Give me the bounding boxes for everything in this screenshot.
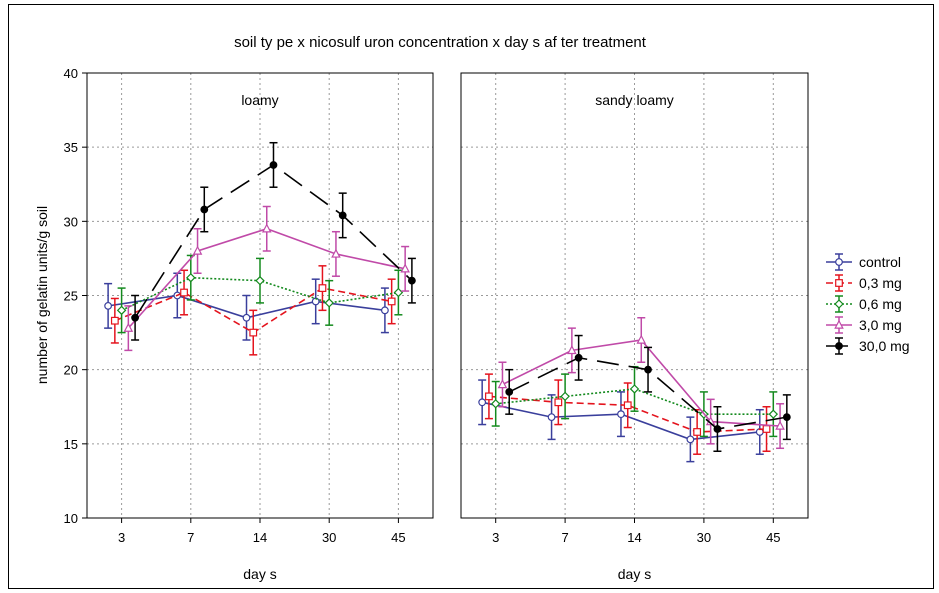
legend-label: 0,6 mg [859,296,902,312]
data-point [505,388,514,396]
x-tick-label: 7 [561,530,568,545]
y-tick-label: 10 [64,511,78,526]
legend-item: 30,0 mg [826,337,910,355]
legend-label: 30,0 mg [859,338,910,354]
data-point [644,365,652,374]
legend-marker [835,342,843,350]
x-tick-label: 14 [253,530,267,545]
y-tick-label: 25 [64,289,78,304]
data-point [782,413,791,422]
data-point [478,398,487,407]
data-point [104,301,113,310]
panel-label: sandy loamy [595,92,674,108]
legend-item: control [826,253,901,271]
y-tick-label: 30 [64,214,78,229]
y-tick-label: 20 [64,363,78,378]
series-4 [505,334,791,452]
series-line [495,388,774,415]
legend-item: 0,3 mg [826,274,902,292]
data-point [574,353,583,362]
legend: control 0,3 mg 0,6 mg 3,0 mg 30,0 mg [826,253,910,355]
data-point [629,384,640,394]
legend-marker [834,319,844,329]
series-0 [478,379,764,463]
series-2 [490,365,779,438]
legend-label: control [859,254,901,270]
data-point [110,316,119,325]
data-point [623,401,632,410]
data-point [713,425,722,433]
data-point [485,392,493,401]
data-point [547,413,556,422]
legend-marker [835,258,843,266]
y-tick-label: 40 [64,66,78,81]
data-point [567,344,577,355]
data-point [338,211,347,220]
legend-item: 0,6 mg [826,295,902,313]
x-axis-label: day s [618,566,651,582]
x-tick-label: 3 [492,530,499,545]
legend-label: 3,0 mg [859,317,902,333]
x-tick-label: 45 [766,530,780,545]
data-point [768,409,779,419]
y-axis-label: number of gelatin units/g soil [34,206,50,384]
data-point [200,205,209,214]
data-point [560,391,570,402]
data-point [331,248,341,258]
x-axis-label: day s [243,566,276,582]
data-point [249,328,258,337]
data-point [381,306,389,315]
data-point [497,379,508,389]
legend-marker [835,279,843,287]
data-point [693,428,702,436]
y-tick-label: 15 [64,437,78,452]
series-4 [131,141,416,341]
series-3 [497,317,785,450]
data-point [387,297,396,306]
data-point [775,420,785,430]
legend-label: 0,3 mg [859,275,902,291]
legend-item: 3,0 mg [826,316,902,334]
data-point [490,399,501,409]
data-point [180,288,188,297]
data-point [686,435,695,444]
panel-label: loamy [241,92,278,108]
data-point [186,272,196,283]
data-point [554,398,563,407]
x-tick-label: 30 [697,530,711,545]
chart-title: soil ty pe x nicosulf uron concentration… [234,34,647,51]
y-tick-label: 35 [64,140,78,155]
x-tick-label: 45 [391,530,405,545]
panel-0: loamy 3 7 14 30 45 day s 10 15 20 25 30 35 40 [64,66,434,582]
series-1 [110,265,396,356]
data-point [762,425,771,433]
data-point [393,287,404,298]
chart-frame [8,4,934,589]
data-point [636,334,647,344]
data-point [123,322,134,332]
data-point [242,313,251,322]
data-point [617,410,625,419]
data-point [400,263,410,273]
series-2 [116,254,404,334]
data-point [324,298,334,308]
data-point [192,245,203,255]
data-point [407,276,416,285]
x-tick-label: 30 [322,530,336,545]
panel-1: sandy loamy 3 7 14 30 45 day s [460,72,809,582]
data-point [255,275,265,286]
series-3 [123,205,410,352]
x-tick-label: 14 [627,530,641,545]
x-tick-label: 7 [187,530,194,545]
data-point [318,284,327,292]
data-point [116,305,127,316]
data-point [269,161,278,169]
legend-marker [834,299,844,309]
data-point [261,223,272,233]
x-tick-label: 3 [118,530,125,545]
data-point [131,313,139,322]
